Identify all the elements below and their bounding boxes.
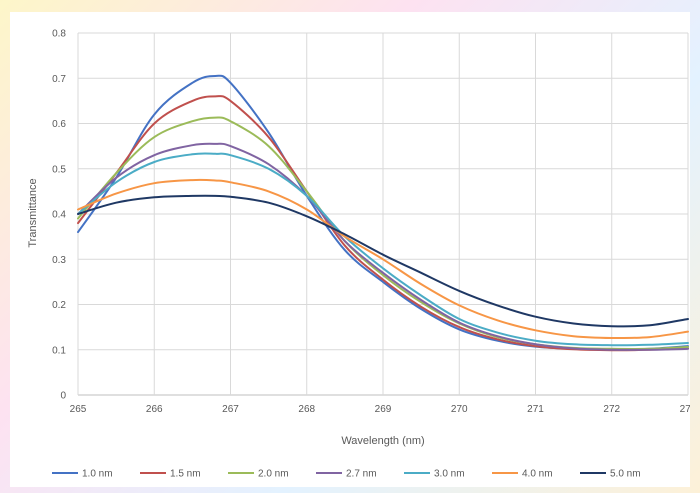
y-tick-label: 0.8 [52, 29, 66, 40]
legend-label: 3.0 nm [434, 469, 465, 480]
chart-card: 0 0.1 0.2 0.3 0.4 0.5 0.6 0.7 0.8 265 266 267 268 26… [10, 12, 690, 487]
legend: 1.0 nm 1.5 nm 2.0 nm 2.7 nm 3.0 nm 4.0 nm 5.0 … [52, 469, 641, 480]
x-tick-label: 267 [222, 404, 239, 415]
y-tick-label: 0.7 [52, 74, 66, 85]
legend-label: 2.7 nm [346, 469, 377, 480]
grid-lines [77, 32, 689, 396]
legend-label: 1.0 nm [82, 469, 113, 480]
y-tick-label: 0.1 [52, 345, 66, 356]
y-tick-label: 0.2 [52, 300, 66, 311]
x-tick-label: 269 [375, 404, 392, 415]
x-tick-label: 265 [70, 404, 87, 415]
y-tick-label: 0 [60, 391, 66, 402]
x-axis-title: Wavelength (nm) [341, 435, 424, 447]
x-tick-labels: 265 266 267 268 269 270 271 272 273 [70, 404, 690, 415]
x-tick-label: 272 [603, 404, 620, 415]
x-tick-label: 273 [680, 404, 690, 415]
x-tick-label: 270 [451, 404, 468, 415]
legend-label: 2.0 nm [258, 469, 289, 480]
y-tick-label: 0.6 [52, 119, 66, 130]
y-tick-label: 0.4 [52, 210, 66, 221]
line-chart: 00.10.20.30.40.50.60.70.8 265 266 267 268 26… [27, 29, 690, 480]
series-line-3-0-nm [77, 152, 689, 347]
x-tick-label: 268 [298, 404, 315, 415]
series-lines [77, 74, 689, 352]
x-tick-label: 266 [146, 404, 163, 415]
series-line-4-0-nm [77, 178, 689, 340]
series-line-2-7-nm [77, 142, 689, 351]
y-tick-labels: 0 0.1 0.2 0.3 0.4 0.5 0.6 0.7 0.8 [52, 29, 66, 402]
y-tick-label: 0.5 [52, 164, 66, 175]
legend-label: 1.5 nm [170, 469, 201, 480]
y-axis-title: Transmittance [27, 178, 39, 247]
legend-label: 5.0 nm [610, 469, 641, 480]
x-tick-label: 271 [527, 404, 544, 415]
legend-label: 4.0 nm [522, 469, 553, 480]
y-tick-label: 0.3 [52, 255, 66, 266]
series-line-5-0-nm [77, 194, 689, 328]
